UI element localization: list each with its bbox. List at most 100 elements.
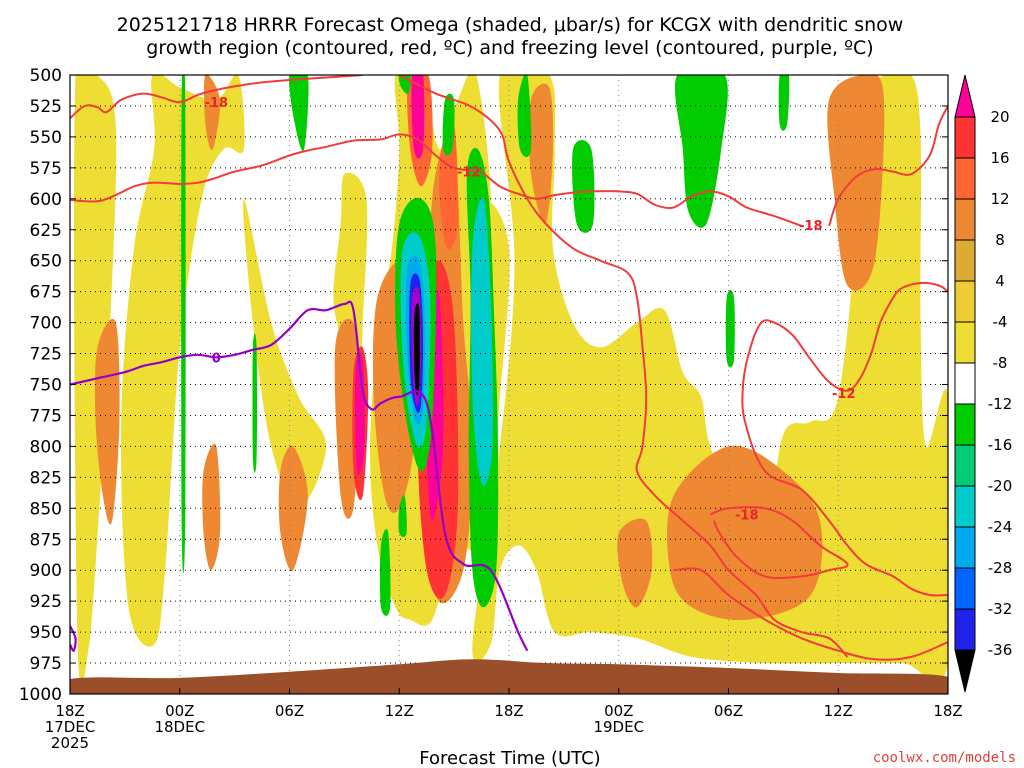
y-tick-label: 675 xyxy=(30,283,62,303)
colorbar-tick-label: 4 xyxy=(995,272,1005,290)
colorbar-tick-label: 20 xyxy=(990,108,1009,126)
dgz-contour-line xyxy=(480,170,803,227)
colorbar-tick-label: -36 xyxy=(988,641,1013,659)
y-tick-label: 975 xyxy=(30,654,62,674)
omega-region xyxy=(778,75,790,131)
x-tick-label: 06Z xyxy=(275,702,304,720)
omega-region xyxy=(439,121,459,250)
x-tick-label: 18Z xyxy=(55,702,84,720)
y-tick-label: 900 xyxy=(30,561,62,581)
omega-region xyxy=(243,198,327,509)
x-tick-label: 17DEC xyxy=(45,718,96,736)
y-tick-label: 575 xyxy=(30,159,62,179)
colorbar-swatch xyxy=(954,321,976,364)
x-tick-label: 19DEC xyxy=(593,718,644,736)
omega-region xyxy=(202,443,221,571)
y-tick-label: 500 xyxy=(30,66,62,86)
y-tick-label: 625 xyxy=(30,221,62,241)
x-tick-label: 18Z xyxy=(933,702,962,720)
dgz-contour-label: -18 xyxy=(205,96,229,111)
colorbar-tick-label: 12 xyxy=(990,190,1009,208)
y-tick-label: 925 xyxy=(30,592,62,612)
x-tick-label: 18Z xyxy=(494,702,523,720)
y-tick-label: 550 xyxy=(30,128,62,148)
terrain-layer xyxy=(70,659,948,694)
dgz-contour-line xyxy=(828,105,948,227)
colorbar-tick-label: -32 xyxy=(988,600,1013,618)
colorbar-swatch xyxy=(954,280,976,323)
omega-region xyxy=(674,75,728,228)
omega-region xyxy=(827,75,885,291)
omega-region xyxy=(252,333,258,473)
colorbar-swatch xyxy=(954,198,976,241)
credit-link[interactable]: coolwx.com/models xyxy=(873,750,1016,766)
dgz-contour-label: -12 xyxy=(457,166,481,181)
x-tick-label: 18DEC xyxy=(154,718,205,736)
x-tick-label: 2025 xyxy=(51,734,89,752)
y-tick-label: 700 xyxy=(30,314,62,334)
chart-title-line2: growth region (contoured, red, ºC) and f… xyxy=(146,37,873,59)
y-tick-label: 875 xyxy=(30,530,62,550)
colorbar-tick-label: -12 xyxy=(988,395,1013,413)
x-tick-label: 00Z xyxy=(165,702,194,720)
y-tick-label: 650 xyxy=(30,252,62,272)
y-tick-label: 525 xyxy=(30,97,62,117)
freezing-level-line-left xyxy=(70,625,77,652)
colorbar-tick-label: -4 xyxy=(993,313,1008,331)
x-tick-label: 06Z xyxy=(714,702,743,720)
y-tick-label: 775 xyxy=(30,406,62,426)
colorbar-tick-label: -8 xyxy=(993,354,1008,372)
colorbar-swatch xyxy=(954,157,976,200)
dgz-contour-line xyxy=(673,567,948,661)
y-tick-label: 750 xyxy=(30,376,62,396)
colorbar-cap-bottom xyxy=(954,649,976,693)
y-tick-label: 1000 xyxy=(19,685,62,705)
y-tick-label: 950 xyxy=(30,623,62,643)
y-tick-label: 850 xyxy=(30,499,62,519)
dgz-contour-line xyxy=(70,133,482,203)
omega-region xyxy=(289,75,309,152)
colorbar-tick-label: -20 xyxy=(988,477,1013,495)
freezing-level-line xyxy=(70,300,529,652)
omega-region xyxy=(517,75,532,158)
omega-region xyxy=(379,528,391,616)
colorbar-swatch xyxy=(954,444,976,487)
colorbar-swatch xyxy=(954,239,976,282)
x-tick-label: 12Z xyxy=(824,702,853,720)
omega-region xyxy=(398,494,407,537)
omega-region xyxy=(572,140,595,233)
terrain-fill xyxy=(70,659,948,694)
colorbar-tick-label: 8 xyxy=(995,231,1005,249)
y-tick-label: 725 xyxy=(30,345,62,365)
colorbar-swatch xyxy=(954,362,976,405)
colorbar-swatch xyxy=(954,485,976,528)
x-tick-label: 00Z xyxy=(604,702,633,720)
omega-region xyxy=(472,75,948,683)
contour-layer xyxy=(70,75,948,661)
colorbar-tick-label: -24 xyxy=(988,518,1013,536)
x-tick-label: 12Z xyxy=(385,702,414,720)
dgz-contour-line xyxy=(741,281,948,597)
colorbar-tick-label: 16 xyxy=(990,149,1009,167)
y-axis: 500 525 550 575 600 625 650 675 700 725 750 775 800 8… xyxy=(19,66,948,705)
omega-region xyxy=(617,518,653,608)
y-tick-label: 800 xyxy=(30,437,62,457)
omega-region xyxy=(471,197,494,486)
y-tick-label: 600 xyxy=(30,190,62,210)
colorbar-swatch xyxy=(954,567,976,610)
colorbar-tick-label: -28 xyxy=(988,559,1013,577)
dgz-contour-line xyxy=(709,506,849,580)
colorbar-swatch xyxy=(954,403,976,446)
omega-region xyxy=(528,83,554,224)
omega-region xyxy=(203,75,221,150)
colorbar-swatch xyxy=(954,116,976,159)
dgz-contour-label: -18 xyxy=(799,219,823,234)
colorbar-tick-label: -16 xyxy=(988,436,1013,454)
dgz-contour-label: -12 xyxy=(832,387,856,402)
chart-title-line1: 2025121718 HRRR Forecast Omega (shaded, … xyxy=(117,14,904,36)
omega-region xyxy=(413,303,420,396)
contour-label-layer: -18 -12 -18 -12 -18 0 xyxy=(205,96,856,523)
dgz-contour-label: -18 xyxy=(735,508,759,523)
